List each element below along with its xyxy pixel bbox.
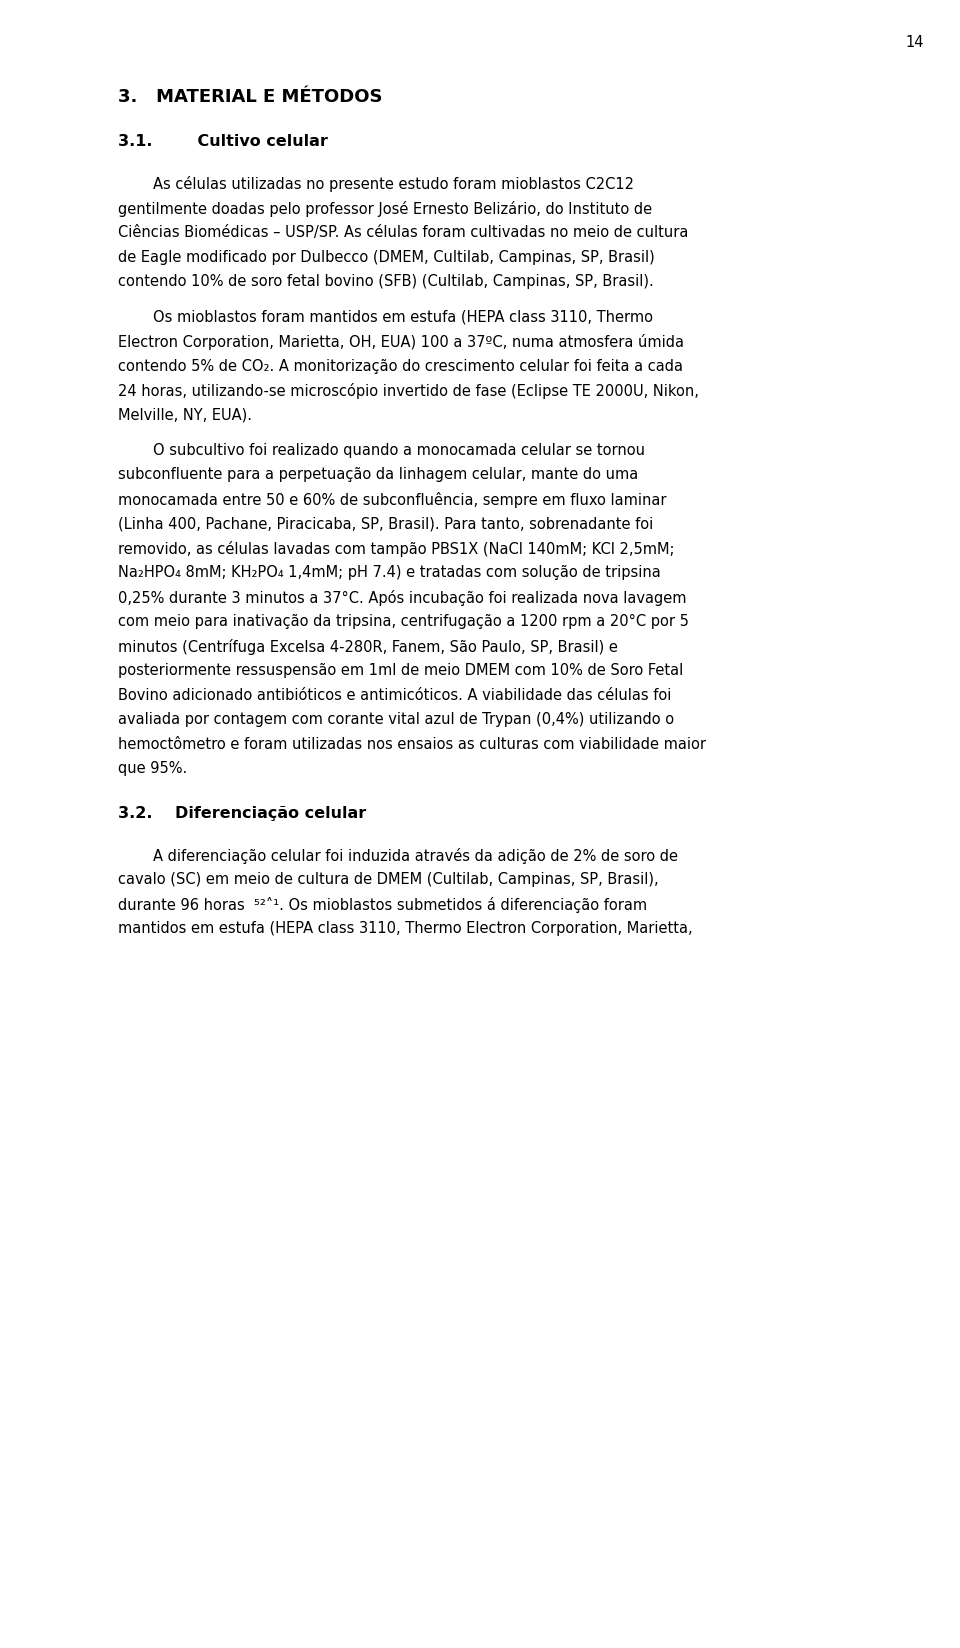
Text: removido, as células lavadas com tampão PBS1X (NaCl 140mM; KCl 2,5mM;: removido, as células lavadas com tampão … [118, 541, 675, 557]
Text: (Linha 400, Pachane, Piracicaba, SP, Brasil). Para tanto, sobrenadante foi: (Linha 400, Pachane, Piracicaba, SP, Bra… [118, 516, 653, 531]
Text: 0,25% durante 3 minutos a 37°C. Após incubação foi realizada nova lavagem: 0,25% durante 3 minutos a 37°C. Após inc… [118, 590, 686, 606]
Text: 3.   MATERIAL E MÉTODOS: 3. MATERIAL E MÉTODOS [118, 87, 382, 105]
Text: O subcultivo foi realizado quando a monocamada celular se tornou: O subcultivo foi realizado quando a mono… [153, 443, 645, 458]
Text: Bovino adicionado antibióticos e antimicóticos. A viabilidade das células foi: Bovino adicionado antibióticos e antimic… [118, 687, 671, 702]
Text: durante 96 horas  ⁵²˄¹. Os mioblastos submetidos á diferenciação foram: durante 96 horas ⁵²˄¹. Os mioblastos sub… [118, 897, 647, 913]
Text: 3.2.    Diferenciação celular: 3.2. Diferenciação celular [118, 806, 367, 821]
Text: cavalo (SC) em meio de cultura de DMEM (Cultilab, Campinas, SP, Brasil),: cavalo (SC) em meio de cultura de DMEM (… [118, 872, 659, 887]
Text: monocamada entre 50 e 60% de subconfluência, sempre em fluxo laminar: monocamada entre 50 e 60% de subconfluên… [118, 491, 666, 508]
Text: avaliada por contagem com corante vital azul de Trypan (0,4%) utilizando o: avaliada por contagem com corante vital … [118, 712, 674, 727]
Text: 24 horas, utilizando-se microscópio invertido de fase (Eclipse TE 2000U, Nikon,: 24 horas, utilizando-se microscópio inve… [118, 382, 699, 399]
Text: Melville, NY, EUA).: Melville, NY, EUA). [118, 407, 252, 422]
Text: 3.1.        Cultivo celular: 3.1. Cultivo celular [118, 133, 328, 150]
Text: hemoctômetro e foram utilizadas nos ensaios as culturas com viabilidade maior: hemoctômetro e foram utilizadas nos ensa… [118, 737, 706, 751]
Text: Na₂HPO₄ 8mM; KH₂PO₄ 1,4mM; pH 7.4) e tratadas com solução de tripsina: Na₂HPO₄ 8mM; KH₂PO₄ 1,4mM; pH 7.4) e tra… [118, 565, 660, 580]
Text: 14: 14 [905, 35, 924, 49]
Text: Ciências Biomédicas – USP/SP. As células foram cultivadas no meio de cultura: Ciências Biomédicas – USP/SP. As células… [118, 226, 688, 241]
Text: A diferenciação celular foi induzida através da adição de 2% de soro de: A diferenciação celular foi induzida atr… [153, 847, 678, 864]
Text: gentilmente doadas pelo professor José Ernesto Belizário, do Instituto de: gentilmente doadas pelo professor José E… [118, 201, 652, 218]
Text: que 95%.: que 95%. [118, 761, 187, 776]
Text: subconfluente para a perpetuação da linhagem celular, mante do uma: subconfluente para a perpetuação da linh… [118, 468, 638, 483]
Text: de Eagle modificado por Dulbecco (DMEM, Cultilab, Campinas, SP, Brasil): de Eagle modificado por Dulbecco (DMEM, … [118, 250, 655, 265]
Text: com meio para inativação da tripsina, centrifugação a 1200 rpm a 20°C por 5: com meio para inativação da tripsina, ce… [118, 615, 689, 630]
Text: posteriormente ressuspensão em 1ml de meio DMEM com 10% de Soro Fetal: posteriormente ressuspensão em 1ml de me… [118, 664, 684, 679]
Text: As células utilizadas no presente estudo foram mioblastos C2C12: As células utilizadas no presente estudo… [153, 176, 634, 193]
Text: mantidos em estufa (HEPA class 3110, Thermo Electron Corporation, Marietta,: mantidos em estufa (HEPA class 3110, The… [118, 921, 692, 936]
Text: contendo 5% de CO₂. A monitorização do crescimento celular foi feita a cada: contendo 5% de CO₂. A monitorização do c… [118, 359, 683, 374]
Text: Os mioblastos foram mantidos em estufa (HEPA class 3110, Thermo: Os mioblastos foram mantidos em estufa (… [153, 310, 653, 325]
Text: minutos (Centrífuga Excelsa 4-280R, Fanem, São Paulo, SP, Brasil) e: minutos (Centrífuga Excelsa 4-280R, Fane… [118, 639, 618, 654]
Text: contendo 10% de soro fetal bovino (SFB) (Cultilab, Campinas, SP, Brasil).: contendo 10% de soro fetal bovino (SFB) … [118, 274, 654, 290]
Text: Electron Corporation, Marietta, OH, EUA) 100 a 37ºC, numa atmosfera úmida: Electron Corporation, Marietta, OH, EUA)… [118, 335, 684, 349]
